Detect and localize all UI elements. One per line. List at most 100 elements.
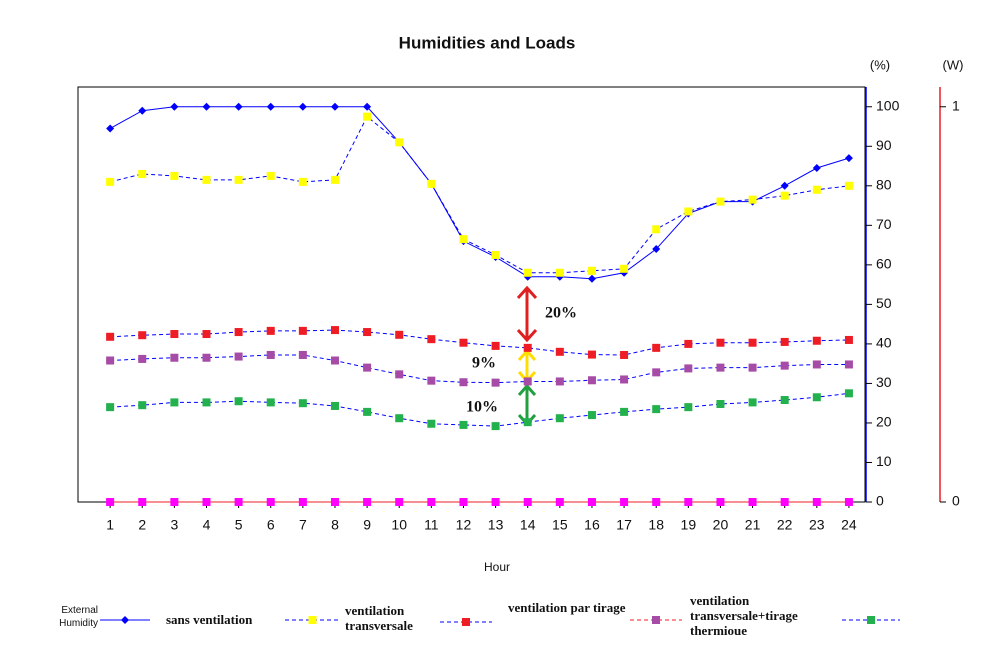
data-point bbox=[202, 102, 211, 111]
x-tick-label: 21 bbox=[745, 517, 761, 533]
data-point bbox=[491, 341, 500, 350]
data-point bbox=[170, 171, 179, 180]
data-point bbox=[202, 330, 211, 339]
data-point bbox=[780, 361, 789, 370]
y2-tick-label: 0 bbox=[952, 493, 960, 509]
x-tick-label: 19 bbox=[681, 517, 697, 533]
data-point bbox=[459, 235, 468, 244]
data-point bbox=[330, 356, 339, 365]
data-point bbox=[555, 268, 564, 277]
x-tick-label: 11 bbox=[424, 517, 439, 533]
x-tick-label: 12 bbox=[456, 517, 472, 533]
data-point bbox=[555, 347, 564, 356]
difference-arrows bbox=[516, 285, 538, 427]
y-tick-label: 70 bbox=[876, 216, 892, 232]
legend-key-marker bbox=[867, 616, 875, 624]
data-point bbox=[106, 177, 115, 186]
data-point bbox=[427, 498, 436, 506]
data-point bbox=[266, 498, 275, 506]
data-point bbox=[523, 498, 532, 506]
x-tick-label: 1 bbox=[106, 517, 114, 533]
data-point bbox=[170, 102, 179, 111]
y-tick-label: 0 bbox=[876, 493, 884, 509]
y-tick-label: 60 bbox=[876, 256, 892, 272]
data-point bbox=[587, 411, 596, 420]
x-tick-label: 24 bbox=[841, 517, 857, 533]
data-point bbox=[844, 498, 853, 506]
legend-label: External Humidity bbox=[59, 605, 98, 629]
y-tick-label: 10 bbox=[876, 453, 892, 469]
data-point bbox=[395, 370, 404, 379]
data-point bbox=[812, 498, 821, 506]
series-line bbox=[110, 392, 850, 427]
data-point bbox=[748, 195, 757, 204]
data-point bbox=[652, 245, 661, 254]
data-point bbox=[234, 102, 243, 111]
data-point bbox=[523, 268, 532, 277]
data-point bbox=[780, 191, 789, 200]
data-point bbox=[298, 177, 307, 186]
data-point bbox=[812, 185, 821, 194]
y-tick-label: 50 bbox=[876, 295, 892, 311]
data-point bbox=[298, 350, 307, 359]
x-tick-label: 14 bbox=[520, 517, 536, 533]
data-point bbox=[844, 360, 853, 369]
x-tick-label: 5 bbox=[235, 517, 243, 533]
data-point bbox=[330, 498, 339, 506]
series-line bbox=[110, 354, 849, 384]
data-point bbox=[170, 498, 179, 506]
data-point bbox=[427, 335, 436, 344]
data-point bbox=[716, 498, 725, 506]
data-point bbox=[298, 326, 307, 335]
data-point bbox=[491, 498, 500, 506]
x-tick-label: 4 bbox=[203, 517, 211, 533]
y-tick-label: 100 bbox=[876, 97, 900, 113]
y2-axis-label: (W) bbox=[943, 57, 964, 72]
data-point bbox=[459, 338, 468, 347]
data-point bbox=[587, 350, 596, 359]
x-tick-label: 13 bbox=[488, 517, 504, 533]
data-point bbox=[652, 498, 661, 506]
data-point bbox=[170, 330, 179, 339]
data-point bbox=[266, 171, 275, 180]
data-point bbox=[748, 398, 757, 407]
x-tick-label: 15 bbox=[552, 517, 568, 533]
data-point bbox=[138, 106, 147, 115]
data-point bbox=[266, 102, 275, 111]
data-point bbox=[138, 169, 147, 178]
data-point bbox=[266, 350, 275, 359]
data-point bbox=[202, 398, 211, 407]
y-tick-label: 40 bbox=[876, 335, 892, 351]
data-point bbox=[459, 498, 468, 506]
data-point bbox=[330, 401, 339, 410]
data-point bbox=[234, 498, 243, 506]
data-point bbox=[363, 407, 372, 416]
y-tick-label: 80 bbox=[876, 177, 892, 193]
data-point bbox=[620, 498, 629, 506]
data-point bbox=[620, 264, 629, 273]
data-point bbox=[780, 498, 789, 506]
data-point bbox=[298, 498, 307, 506]
data-point bbox=[844, 154, 853, 163]
data-point bbox=[106, 356, 115, 365]
data-point bbox=[298, 399, 307, 408]
data-point bbox=[363, 363, 372, 372]
data-point bbox=[363, 328, 372, 337]
data-point bbox=[652, 343, 661, 352]
data-point bbox=[587, 266, 596, 275]
data-point bbox=[555, 414, 564, 423]
data-point bbox=[363, 112, 372, 121]
data-point bbox=[363, 498, 372, 506]
data-point bbox=[652, 368, 661, 377]
x-tick-label: 6 bbox=[267, 517, 275, 533]
x-axis-label: Hour bbox=[484, 560, 510, 574]
y-tick-label: 30 bbox=[876, 374, 892, 390]
legend-key-marker bbox=[308, 616, 317, 624]
data-point bbox=[106, 498, 115, 506]
data-point bbox=[330, 326, 339, 335]
legend-label: ventilation par tirage bbox=[508, 600, 626, 615]
data-point bbox=[780, 337, 789, 346]
x-tick-label: 18 bbox=[648, 517, 664, 533]
data-point bbox=[555, 377, 564, 386]
